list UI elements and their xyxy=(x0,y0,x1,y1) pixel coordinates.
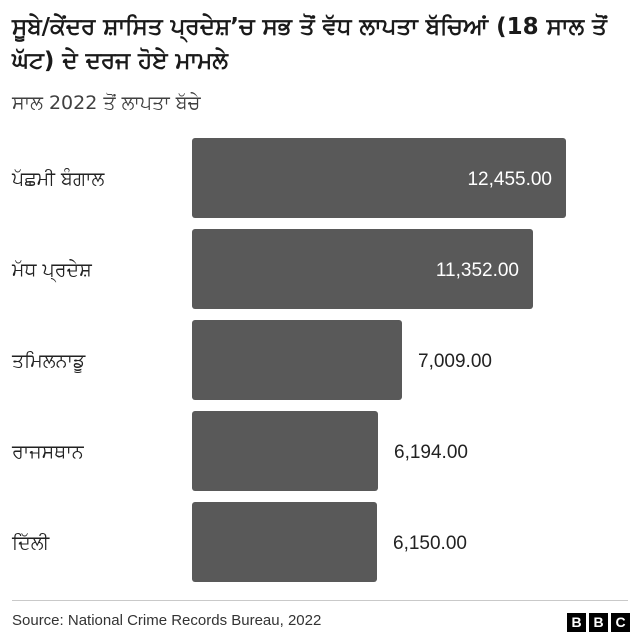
category-label: ਦਿੱਲੀ xyxy=(11,532,51,554)
value-label: 7,009.00 xyxy=(418,351,492,372)
chart-subtitle: ਸਾਲ 2022 ਤੋਂ ਲਾਪਤਾ ਬੱਚੇ xyxy=(12,92,201,114)
category-label: ਪੱਛਮੀ ਬੰਗਾਲ xyxy=(11,168,105,190)
bar-chart: ਪੱਛਮੀ ਬੰਗਾਲ 12,455.00 ਮੱਧ ਪ੍ਰਦੇਸ਼ 11,352.00… xyxy=(11,138,566,582)
bar xyxy=(192,138,566,218)
category-label: ਮੱਧ ਪ੍ਰਦੇਸ਼ xyxy=(11,259,92,283)
category-label: ਰਾਜਸਥਾਨ xyxy=(11,441,85,463)
bar xyxy=(192,411,378,491)
logo-letter: C xyxy=(611,613,630,632)
value-label: 6,194.00 xyxy=(394,442,468,463)
logo-letter: B xyxy=(589,613,608,632)
logo-letter: B xyxy=(567,613,586,632)
bar xyxy=(192,502,377,582)
footer-divider xyxy=(12,600,628,601)
value-label: 6,150.00 xyxy=(393,533,467,554)
bar xyxy=(192,320,402,400)
bar xyxy=(192,229,533,309)
source-note: Source: National Crime Records Bureau, 2… xyxy=(12,612,322,629)
chart-title: ਸੂਬੇ/ਕੇਂਦਰ ਸ਼ਾਸਿਤ ਪ੍ਰਦੇਸ਼’ਚ ਸਭ ਤੋਂ ਵੱਧ ਲ… xyxy=(12,14,607,74)
bbc-logo: B B C xyxy=(567,613,630,632)
category-label: ਤਮਿਲਨਾਡੂ xyxy=(11,350,86,374)
value-label: 11,352.00 xyxy=(436,260,519,281)
value-label: 12,455.00 xyxy=(467,169,552,190)
